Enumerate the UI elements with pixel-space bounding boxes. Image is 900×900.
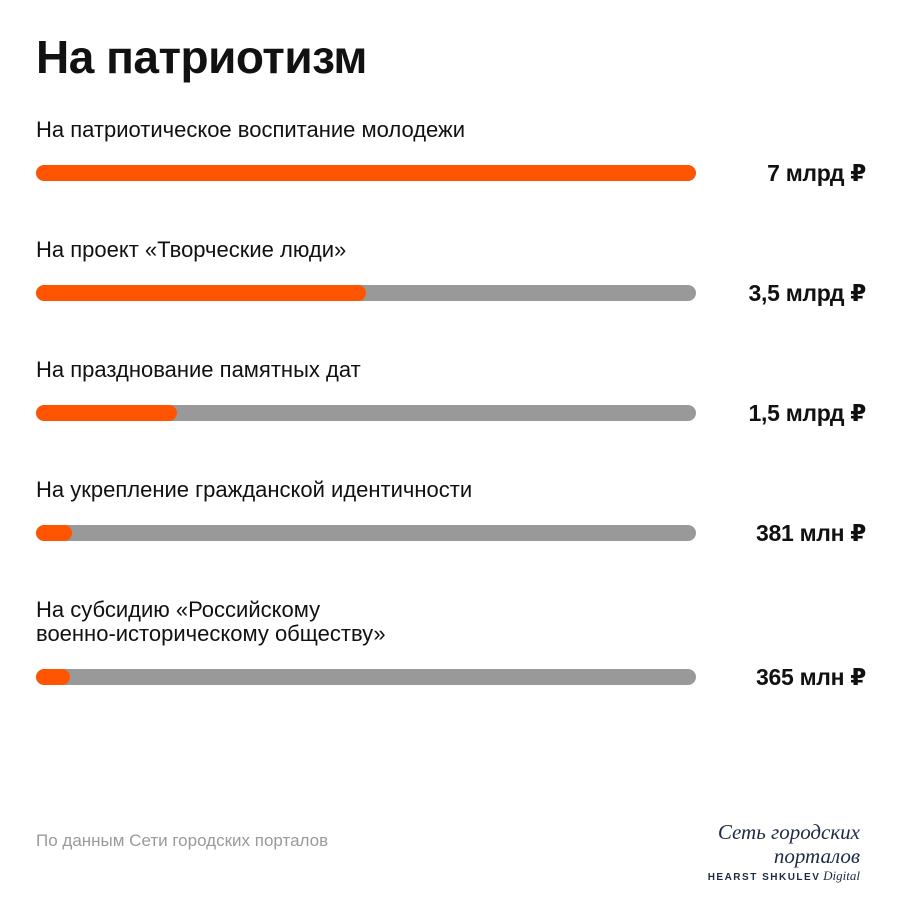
- logo-subline: HEARST SHKULEV Digital: [640, 868, 860, 886]
- bar-category-label-line: На патриотическое воспитание молодежи: [36, 117, 466, 142]
- source-note: По данным Сети городских порталов: [36, 831, 329, 850]
- bar-category-label-line: военно-историческому обществу»: [36, 621, 386, 646]
- logo-wordmark: Сеть городских порталов: [717, 820, 860, 868]
- bar-category-label-line: На празднование памятных дат: [36, 357, 361, 382]
- bar-track: [36, 165, 696, 181]
- bar-value-label: 365 млн ₽: [756, 664, 866, 690]
- bar-category-label: На проект «Творческие люди»: [36, 238, 596, 262]
- publisher-logo: Сеть городских порталов HEARST SHKULEV D…: [640, 820, 860, 886]
- bar-fill: [36, 669, 71, 685]
- bar-category-label-line: На укрепление гражданской идентичности: [36, 477, 473, 502]
- bar-category-label: На празднование памятных дат: [36, 358, 596, 382]
- bar-value-label: 1,5 млрд ₽: [748, 400, 867, 426]
- bar-value-label: 381 млн ₽: [756, 520, 866, 546]
- chart-title: На патриотизм: [36, 31, 367, 83]
- bar-category-label-line: На проект «Творческие люди»: [36, 237, 347, 262]
- bar-value-label: 7 млрд ₽: [767, 160, 866, 186]
- logo-digital: Digital: [823, 868, 860, 883]
- bar-fill: [36, 405, 178, 421]
- bar-category-label-line: На субсидию «Российскому: [36, 597, 321, 622]
- bar-fill: [36, 525, 72, 541]
- bar-fill: [36, 165, 696, 181]
- bar-category-label: На укрепление гражданской идентичности: [36, 478, 596, 502]
- bar-fill: [36, 285, 366, 301]
- logo-brand: HEARST SHKULEV: [707, 872, 821, 883]
- bar-track: [36, 525, 696, 541]
- bar-track: [36, 285, 696, 301]
- bar-track: [36, 405, 696, 421]
- bar-category-label: На патриотическое воспитание молодежи: [36, 118, 596, 142]
- bar-category-label: На субсидию «Российскому военно-историчес…: [36, 598, 596, 646]
- bar-value-label: 3,5 млрд ₽: [748, 280, 867, 306]
- bar-track: [36, 669, 696, 685]
